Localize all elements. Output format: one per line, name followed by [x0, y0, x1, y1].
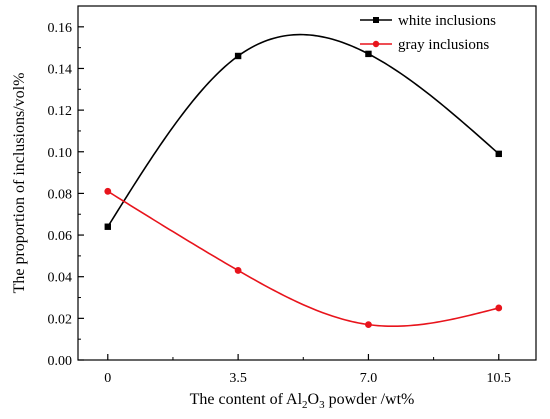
x-tick-label: 10.5 [487, 371, 512, 386]
y-tick-label: 0.12 [48, 104, 73, 119]
y-tick-label: 0.06 [48, 229, 73, 244]
chart-legend: white inclusions gray inclusions [360, 13, 496, 53]
data-point-white-inclusions [104, 223, 111, 230]
data-point-gray-inclusions [495, 304, 503, 312]
data-point-gray-inclusions [365, 321, 372, 328]
legend-label-gray-inclusions: gray inclusions [398, 37, 489, 53]
y-tick-label: 0.16 [48, 21, 73, 36]
series-line-gray-inclusions [107, 190, 499, 328]
legend-label-white-inclusions: white inclusions [398, 13, 496, 29]
y-axis-ticks: 0.00 0.02 0.04 0.06 0.08 0.10 0.12 0.14 0.16 [48, 21, 84, 369]
series-markers [104, 50, 503, 328]
x-axis-ticks: 0 3.5 7.0 10.5 [104, 354, 511, 386]
data-point-gray-inclusions [104, 187, 112, 195]
plot-frame [77, 5, 537, 361]
y-axis-label: The proportion of inclusions/vol% [11, 73, 28, 294]
x-tick-label: 3.5 [229, 371, 247, 386]
data-point-white-inclusions [234, 52, 242, 60]
y-tick-label: 0.08 [48, 187, 73, 202]
x-tick-label: 7.0 [360, 371, 378, 386]
legend-marker-gray-inclusions [372, 40, 380, 48]
series-curves [107, 33, 500, 328]
data-point-white-inclusions [495, 150, 502, 158]
legend-marker-white-inclusions [373, 17, 379, 23]
x-axis-label: The content of Al2O3 powder /wt% [190, 391, 415, 411]
y-tick-label: 0.02 [48, 312, 73, 327]
y-tick-label: 0.04 [48, 271, 73, 286]
y-tick-label: 0.10 [48, 146, 73, 161]
series-line-white-inclusions [107, 33, 500, 228]
data-point-white-inclusions [365, 50, 372, 58]
y-tick-label: 0.14 [48, 62, 73, 77]
y-tick-label: 0.00 [48, 354, 73, 369]
x-tick-label: 0 [104, 371, 111, 386]
data-point-gray-inclusions [234, 267, 242, 274]
